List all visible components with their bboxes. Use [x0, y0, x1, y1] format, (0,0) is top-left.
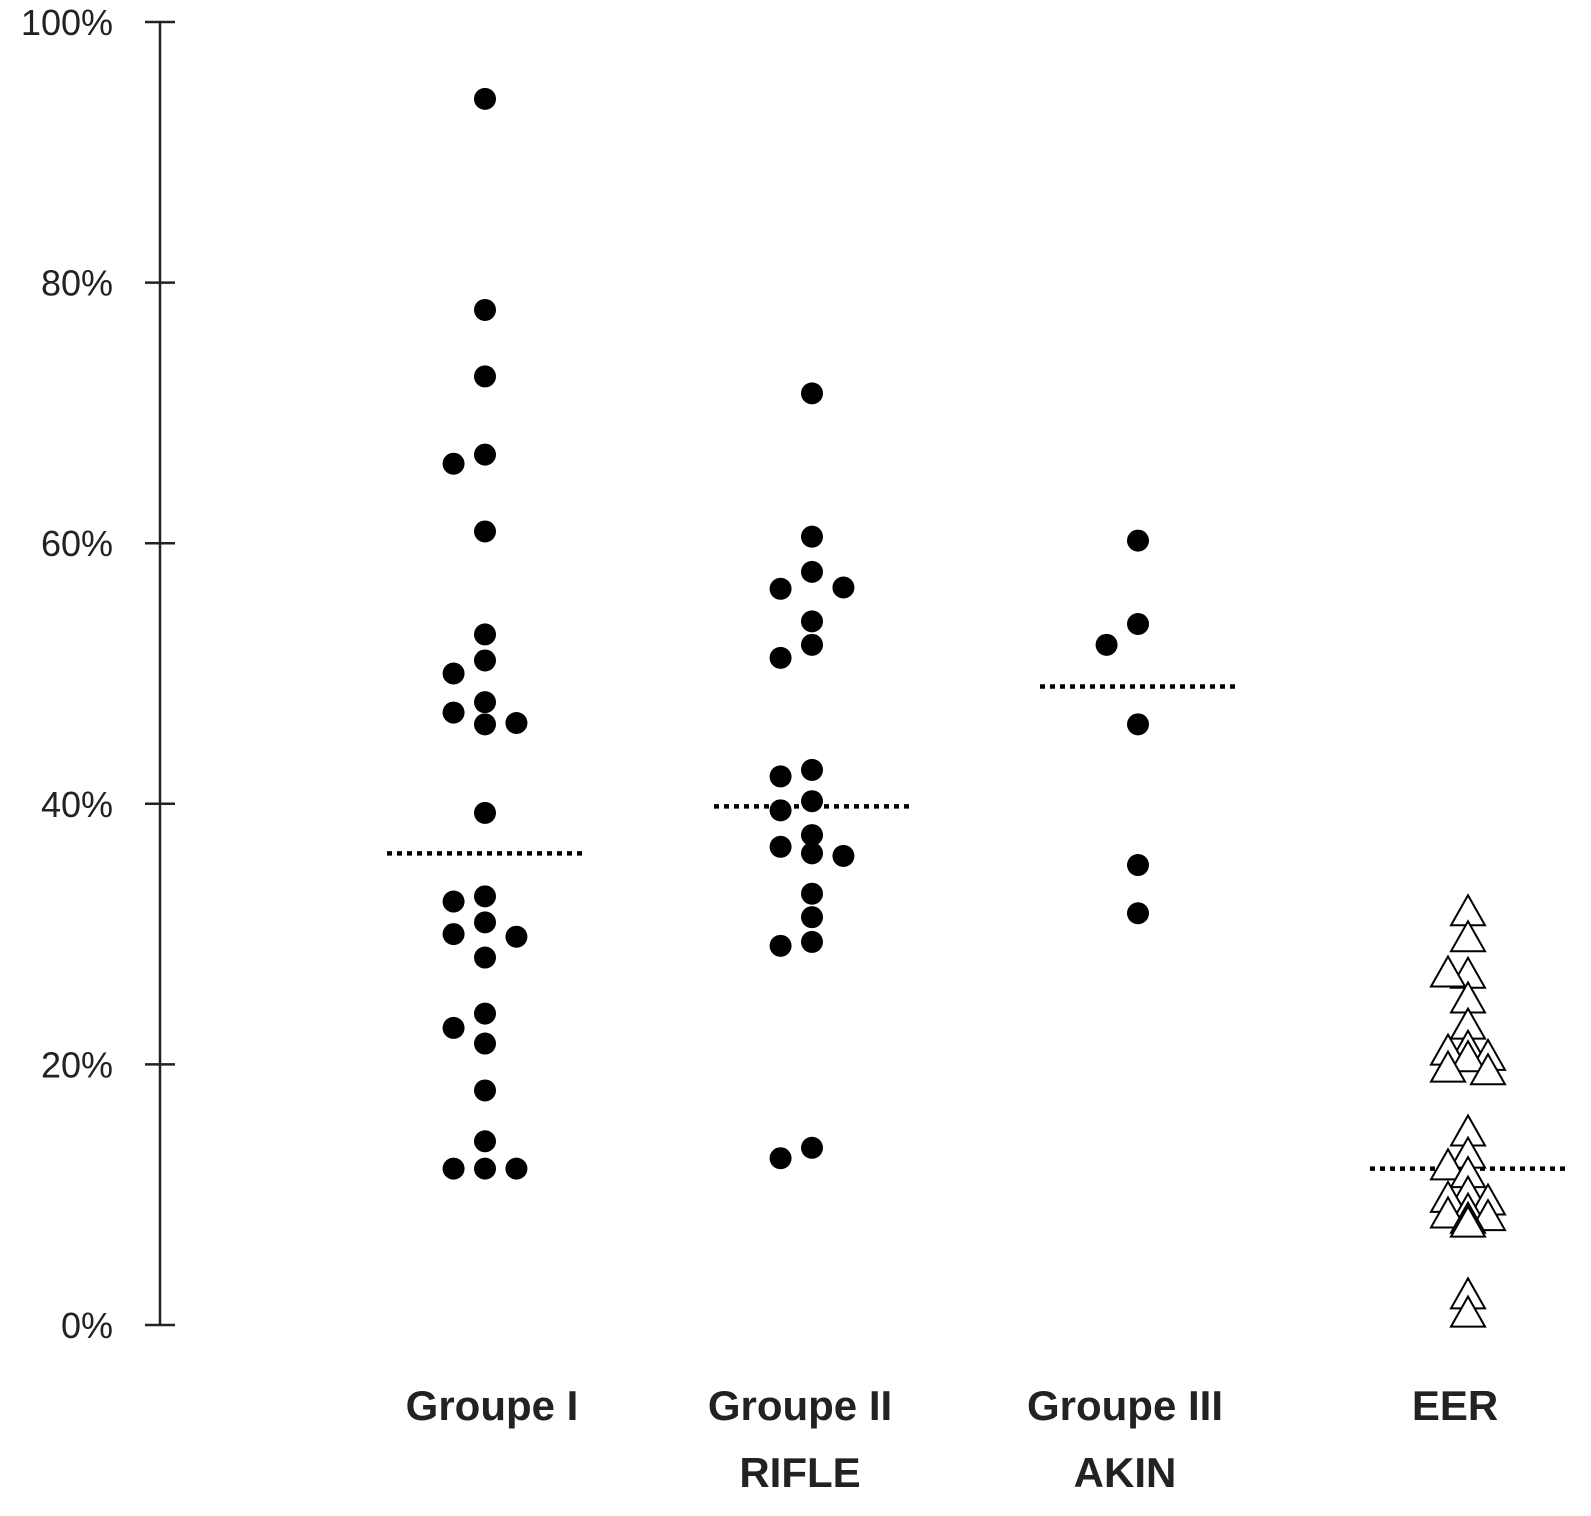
- y-tick-label: 0%: [61, 1305, 113, 1346]
- data-point-circle: [474, 298, 496, 321]
- data-point-circle: [474, 911, 496, 934]
- data-point-circle: [442, 890, 465, 913]
- data-point-circle: [769, 765, 792, 788]
- category-label-line1: Groupe I: [406, 1382, 579, 1429]
- data-point-circle: [801, 525, 823, 548]
- data-point-circle: [769, 577, 792, 600]
- data-point-circle: [801, 906, 823, 929]
- data-point-circle: [474, 801, 496, 824]
- y-tick-label: 100%: [21, 2, 113, 43]
- data-point-circle: [832, 844, 855, 867]
- data-point-circle: [474, 1002, 496, 1025]
- data-point-circle: [505, 1157, 528, 1180]
- data-point-circle: [442, 452, 465, 475]
- category-label-line1: Groupe II: [708, 1382, 892, 1429]
- data-point-circle: [505, 925, 528, 948]
- y-tick-label: 40%: [41, 784, 113, 825]
- y-tick-label: 80%: [41, 263, 113, 304]
- data-point-circle: [1127, 713, 1149, 736]
- data-point-circle: [474, 520, 496, 543]
- data-point-circle: [442, 701, 465, 724]
- data-point-circle: [801, 610, 823, 633]
- y-axis-ticks: 0% 20% 40% 60% 80% 100%: [21, 2, 175, 1346]
- data-point-circle: [442, 1016, 465, 1039]
- data-point-circle: [801, 842, 823, 865]
- data-point-circle: [474, 649, 496, 672]
- y-tick-label: 60%: [41, 523, 113, 564]
- data-points: [442, 87, 1507, 1328]
- data-point-circle: [474, 365, 496, 388]
- median-lines: [387, 684, 1566, 1171]
- data-point-triangle: [1449, 1039, 1487, 1073]
- data-point-circle: [474, 1130, 496, 1153]
- data-point-circle: [474, 443, 496, 466]
- data-point-circle: [474, 885, 496, 908]
- data-point-circle: [1127, 529, 1149, 552]
- data-point-circle: [769, 1147, 792, 1170]
- data-point-circle: [801, 382, 823, 405]
- data-point-triangle: [1469, 1052, 1507, 1086]
- data-point-circle: [1127, 854, 1149, 877]
- data-point-circle: [832, 576, 855, 599]
- data-point-triangle: [1449, 1294, 1487, 1328]
- data-point-circle: [474, 87, 496, 110]
- data-point-circle: [1127, 612, 1149, 635]
- data-point-circle: [801, 633, 823, 656]
- data-point-circle: [1127, 902, 1149, 925]
- data-point-circle: [801, 882, 823, 905]
- data-point-circle: [474, 1157, 496, 1180]
- data-point-circle: [474, 623, 496, 646]
- data-point-circle: [1095, 633, 1118, 656]
- data-point-circle: [474, 1032, 496, 1055]
- data-point-circle: [769, 646, 792, 669]
- data-point-circle: [801, 790, 823, 813]
- data-point-triangle: [1449, 1204, 1487, 1238]
- category-labels: Groupe I Groupe II RIFLE Groupe III AKIN EER: [406, 1382, 1499, 1496]
- data-point-circle: [801, 930, 823, 953]
- data-point-circle: [801, 758, 823, 781]
- data-point-circle: [474, 713, 496, 736]
- data-point-triangle: [1429, 1049, 1467, 1083]
- data-point-triangle: [1429, 1195, 1467, 1229]
- data-point-circle: [801, 1136, 823, 1159]
- data-point-triangle: [1449, 919, 1487, 953]
- data-point-circle: [474, 946, 496, 969]
- category-label-line2: AKIN: [1074, 1449, 1177, 1496]
- data-point-circle: [801, 560, 823, 583]
- data-point-circle: [442, 662, 465, 685]
- data-point-circle: [769, 799, 792, 822]
- data-point-circle: [474, 1079, 496, 1102]
- data-point-triangle: [1429, 1147, 1467, 1181]
- data-point-triangle: [1429, 954, 1467, 988]
- category-label-line2: RIFLE: [739, 1449, 860, 1496]
- data-point-circle: [801, 824, 823, 847]
- category-label-line1: Groupe III: [1027, 1382, 1223, 1429]
- data-point-circle: [505, 712, 528, 735]
- data-point-circle: [769, 835, 792, 858]
- category-label-line1: EER: [1412, 1382, 1498, 1429]
- y-tick-label: 20%: [41, 1044, 113, 1085]
- data-point-circle: [442, 923, 465, 946]
- data-point-circle: [474, 691, 496, 714]
- data-point-circle: [442, 1157, 465, 1180]
- data-point-circle: [769, 934, 792, 957]
